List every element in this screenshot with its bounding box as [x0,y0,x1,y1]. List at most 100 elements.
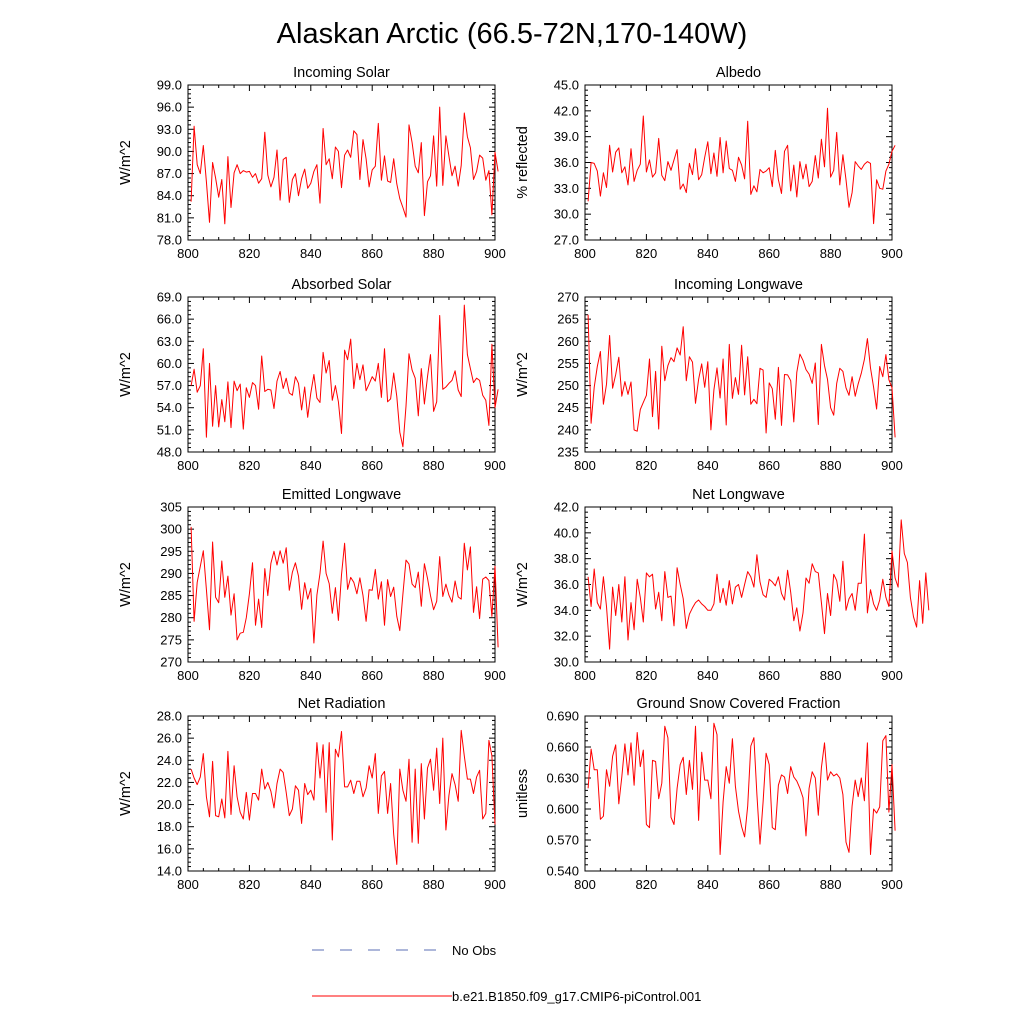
y-tick-label: 38.0 [554,551,579,566]
series-line-ground-snow-covered-fraction [587,722,896,855]
x-tick-label: 800 [574,877,596,892]
series-line-incoming-solar [190,106,499,225]
y-tick-label: 39.0 [554,129,579,144]
y-tick-label: 45.0 [554,78,579,93]
x-tick-label: 880 [820,246,842,261]
x-tick-label: 860 [361,877,383,892]
y-tick-label: 87.0 [157,166,182,181]
panel-absorbed-solar: Absorbed Solar W/m^2 800 820 840 860 880 900 48.… [118,277,506,473]
y-tick-label: 66.0 [157,312,182,327]
y-tick-label: 90.0 [157,144,182,159]
panels: Incoming Solar W/m^2 800 820 840 860 880 900 78.… [118,65,930,892]
series-line-albedo [587,107,896,225]
x-tick-label: 900 [881,458,903,473]
x-tick-label: 820 [636,458,658,473]
x-tick-label: 860 [361,458,383,473]
y-tick-label: 22.0 [157,775,182,790]
x-tick-label: 900 [484,458,506,473]
series-line-net-longwave [587,519,930,650]
y-tick-label: 265 [557,312,579,327]
x-tick-label: 860 [758,458,780,473]
y-tick-label: 14.0 [157,864,182,879]
y-tick-label: 0.570 [546,833,579,848]
panel-title: Albedo [716,65,761,81]
y-tick-label: 280 [160,610,182,625]
x-tick-label: 800 [177,877,199,892]
x-tick-label: 840 [697,246,719,261]
y-tick-label: 78.0 [157,233,182,248]
x-tick-label: 860 [361,246,383,261]
plot-frame [187,84,496,241]
panel-title: Emitted Longwave [282,487,401,503]
panel-emitted-longwave: Emitted Longwave W/m^2 800 820 840 860 880 900 2… [118,487,506,683]
y-tick-label: 69.0 [157,290,182,305]
x-tick-label: 800 [177,668,199,683]
plot-frame [187,506,496,663]
y-tick-label: 235 [557,445,579,460]
y-tick-label: 255 [557,356,579,371]
x-tick-label: 840 [697,668,719,683]
y-tick-label: 290 [160,566,182,581]
panel-net-radiation: Net Radiation W/m^2 800 820 840 860 880 900 14.0… [118,696,506,892]
y-axis-label: W/m^2 [118,562,134,607]
y-tick-label: 245 [557,400,579,415]
y-tick-label: 0.630 [546,771,579,786]
y-tick-label: 42.0 [554,500,579,515]
x-tick-label: 820 [239,458,261,473]
x-tick-label: 880 [820,458,842,473]
x-tick-label: 800 [177,246,199,261]
x-tick-label: 820 [636,246,658,261]
legend-label-no-obs: No Obs [452,943,497,958]
y-tick-label: 57.0 [157,378,182,393]
y-tick-label: 295 [160,544,182,559]
x-tick-label: 840 [697,877,719,892]
y-axis-label: W/m^2 [118,352,134,397]
x-tick-label: 900 [484,246,506,261]
y-tick-label: 285 [160,588,182,603]
y-tick-label: 84.0 [157,188,182,203]
x-tick-label: 840 [300,246,322,261]
x-tick-label: 900 [881,668,903,683]
x-tick-label: 860 [758,246,780,261]
x-tick-label: 820 [636,668,658,683]
x-tick-label: 900 [484,877,506,892]
y-tick-label: 240 [557,422,579,437]
series-line-absorbed-solar [190,304,499,448]
x-tick-label: 800 [574,458,596,473]
y-tick-label: 28.0 [157,709,182,724]
x-tick-label: 880 [820,877,842,892]
panel-title: Net Longwave [692,487,785,503]
y-tick-label: 40.0 [554,525,579,540]
x-tick-label: 820 [239,246,261,261]
legend-label-control: b.e21.B1850.f09_g17.CMIP6-piControl.001 [452,989,701,1004]
y-tick-label: 33.0 [554,181,579,196]
y-tick-label: 30.0 [554,207,579,222]
y-tick-label: 27.0 [554,233,579,248]
x-tick-label: 900 [484,668,506,683]
y-tick-label: 18.0 [157,819,182,834]
x-tick-label: 800 [177,458,199,473]
x-tick-label: 820 [636,877,658,892]
y-tick-label: 42.0 [554,103,579,118]
x-tick-label: 880 [820,668,842,683]
x-tick-label: 900 [881,877,903,892]
panel-title: Ground Snow Covered Fraction [637,696,841,712]
panel-net-longwave: Net Longwave W/m^2 800 820 840 860 880 900 30.0 3… [515,487,930,683]
x-tick-label: 840 [300,668,322,683]
y-tick-label: 34.0 [554,603,579,618]
y-tick-label: 0.660 [546,740,579,755]
y-tick-label: 16.0 [157,841,182,856]
plot-frame [584,296,893,453]
series-line-net-radiation [190,729,496,865]
y-tick-label: 0.600 [546,802,579,817]
y-axis-label: unitless [515,769,531,818]
y-tick-label: 260 [557,334,579,349]
y-tick-label: 36.0 [554,577,579,592]
x-tick-label: 840 [697,458,719,473]
panel-title: Net Radiation [298,696,386,712]
y-tick-label: 300 [160,522,182,537]
y-tick-label: 26.0 [157,731,182,746]
panel-ground-snow-covered-fraction: Ground Snow Covered Fraction unitless 800 8… [515,696,903,892]
x-tick-label: 800 [574,246,596,261]
